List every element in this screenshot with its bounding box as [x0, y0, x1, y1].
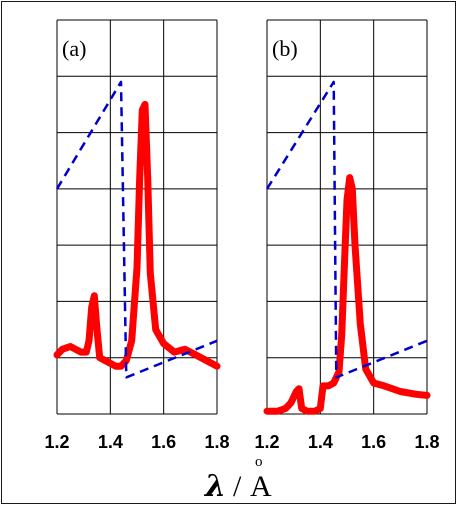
panel-b-x-ticks: 1.2 1.4 1.6 1.8 [254, 432, 439, 452]
x-axis-label-unit-accent: o [255, 454, 263, 470]
panel-a-curves [53, 80, 221, 379]
panel-b-dashed-line [265, 80, 428, 379]
panel-a-label: (a) [62, 36, 86, 61]
panel-b-x-tick-label: 1.6 [361, 432, 386, 452]
panel-b-label: (b) [272, 36, 298, 61]
panel-a-x-tick-label: 1.6 [151, 432, 176, 452]
x-axis-label-symbol: λ [203, 469, 226, 504]
panel-b-intensity-curve [263, 174, 431, 415]
panel-b-label-background [269, 34, 319, 64]
x-axis-label-separator: / [233, 470, 242, 503]
panel-a-x-tick-label: 1.4 [98, 432, 123, 452]
panel-a-x-ticks: 1.2 1.4 1.6 1.8 [44, 432, 229, 452]
panel-a-label-background [59, 34, 109, 64]
panel-a-x-tick-label: 1.2 [44, 432, 69, 452]
panel-a-grid [56, 19, 218, 415]
panel-a-intensity-curve [53, 100, 221, 370]
panel-b-x-tick-label: 1.4 [308, 432, 333, 452]
panel-b: (b) 1.2 1.4 1.6 1.8 [254, 19, 440, 452]
panel-a-dashed-line [55, 80, 218, 379]
x-axis-label-unit: A [250, 470, 272, 503]
x-axis-label: λ / A o [203, 454, 272, 504]
panel-b-x-tick-label: 1.8 [414, 432, 439, 452]
panel-a: (a) 1.2 1.4 1.6 1.8 [44, 19, 230, 452]
panel-b-grid [266, 19, 428, 415]
panel-a-x-tick-label: 1.8 [204, 432, 229, 452]
panel-b-x-tick-label: 1.2 [254, 432, 279, 452]
panel-b-curves [263, 80, 431, 415]
